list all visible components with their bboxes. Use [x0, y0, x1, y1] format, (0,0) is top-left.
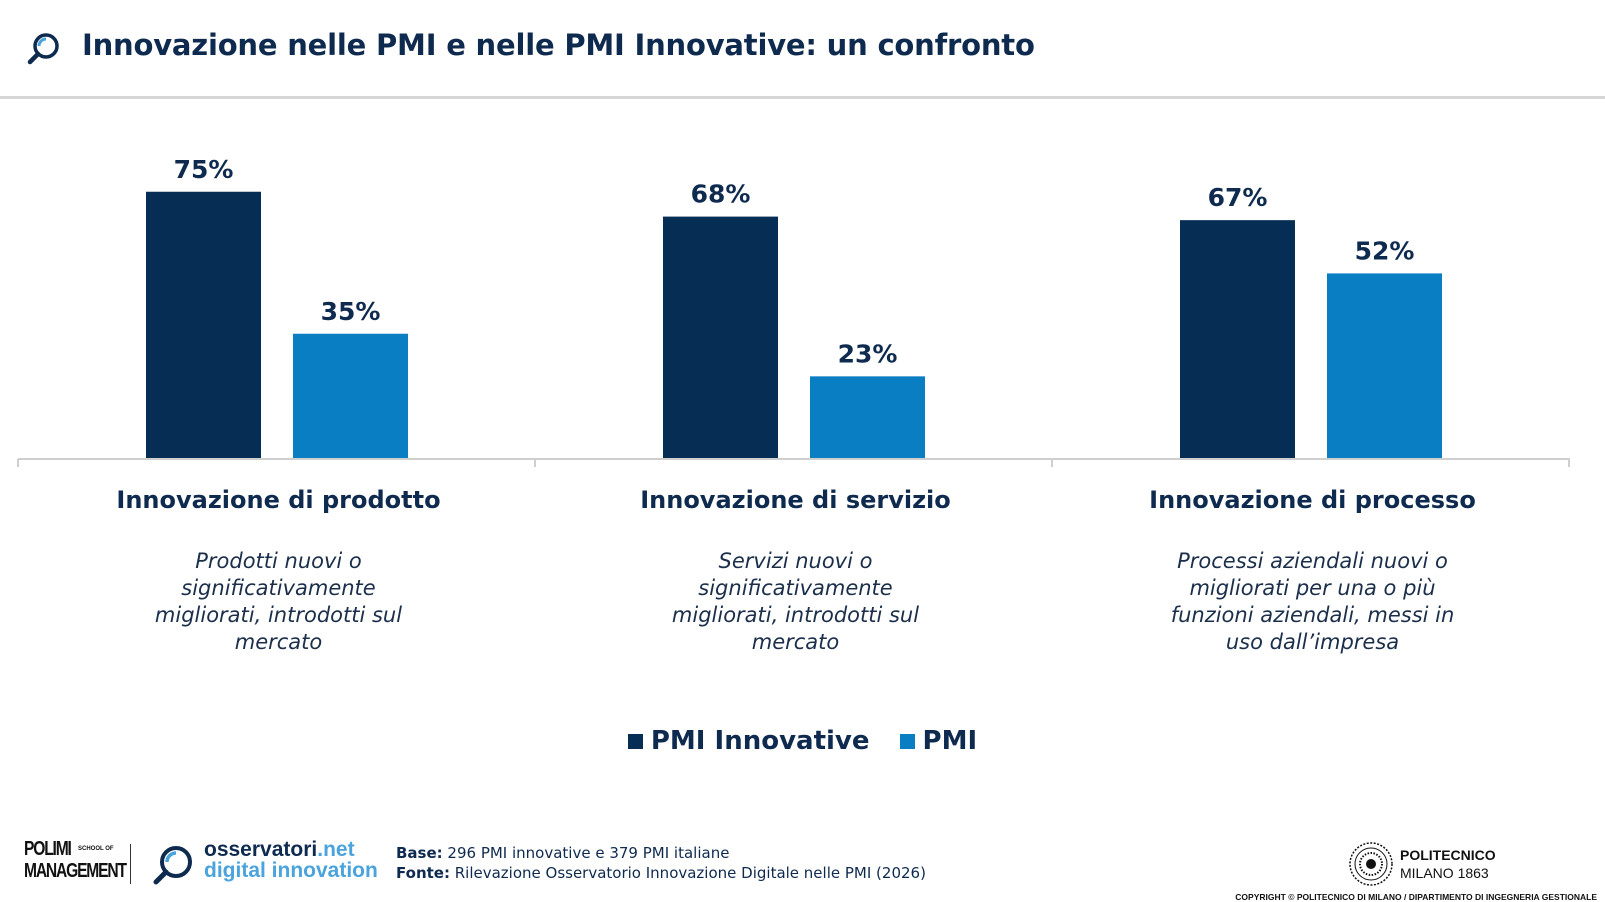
legend-swatch: [627, 733, 643, 749]
legend-label: PMI Innovative: [650, 726, 870, 756]
politecnico-logo: POLITECNICO MILANO 1863: [1348, 841, 1508, 887]
base-label: Base:: [396, 844, 443, 862]
data-label: 35%: [321, 297, 381, 326]
bar-pmi-innovative-1: [663, 216, 778, 458]
osservatori-wordmark: osservatori.net: [204, 839, 378, 860]
category-title: Innovazione di processo: [1149, 486, 1476, 514]
chart-legend: PMI Innovative PMI: [0, 726, 1605, 756]
data-label: 75%: [174, 155, 234, 184]
category-title: Innovazione di prodotto: [116, 486, 441, 514]
base-text: 296 PMI innovative e 379 PMI italiane: [442, 844, 730, 862]
bar-pmi-innovative-2: [1180, 220, 1295, 458]
politecnico-city: MILANO 1863: [1400, 865, 1489, 881]
copyright-notice: COPYRIGHT © POLITECNICO DI MILANO / DIPA…: [1235, 892, 1597, 902]
osservatori-logo-icon: [153, 846, 192, 885]
politecnico-seal-icon: [1349, 842, 1393, 886]
osservatori-tagline: digital innovation: [204, 859, 378, 882]
page-title: Innovazione nelle PMI e nelle PMI Innova…: [82, 28, 1035, 62]
footer-divider: [130, 844, 131, 884]
osservatori-name: osservatori: [204, 838, 318, 861]
osservatori-logo-text: osservatori.net digital innovation: [204, 839, 378, 881]
source-note: Base: 296 PMI innovative e 379 PMI itali…: [396, 843, 926, 883]
magnifier-icon: [27, 33, 59, 65]
polimi-logo-line2: MANAGEMENT: [24, 860, 127, 882]
polimi-logo-line1: POLIMI: [24, 838, 72, 860]
category-service: Innovazione di servizio Servizi nuovi o …: [537, 486, 1054, 656]
legend-item-pmi-innovative: PMI Innovative: [627, 726, 870, 756]
category-description: Servizi nuovi o significativamente migli…: [671, 549, 920, 654]
data-label: 23%: [838, 339, 898, 368]
bar-pmi-2: [1327, 273, 1442, 458]
source-fonte: Fonte: Rilevazione Osservatorio Innovazi…: [396, 863, 926, 883]
category-product: Innovazione di prodotto Prodotti nuovi o…: [20, 486, 537, 656]
polimi-logo-small: SCHOOL OF: [78, 846, 114, 852]
bar-chart: 75% 35% 68% 23% 67% 52%: [17, 155, 1570, 467]
data-label: 52%: [1355, 236, 1415, 265]
polimi-logo: POLIMI SCHOOL OF MANAGEMENT: [24, 838, 127, 888]
category-description: Processi aziendali nuovi o migliorati pe…: [1170, 549, 1455, 654]
osservatori-domain: .net: [317, 838, 355, 861]
bar-pmi-0: [293, 333, 408, 458]
politecnico-name: POLITECNICO: [1400, 847, 1496, 863]
data-label: 67%: [1208, 183, 1268, 212]
legend-item-pmi: PMI: [899, 726, 978, 756]
fonte-label: Fonte:: [396, 864, 450, 882]
legend-label: PMI: [922, 726, 978, 756]
data-label: 68%: [691, 180, 751, 209]
category-description: Prodotti nuovi o significativamente migl…: [154, 549, 403, 654]
footer: POLIMI SCHOOL OF MANAGEMENT osservatori.…: [0, 830, 1605, 902]
source-base: Base: 296 PMI innovative e 379 PMI itali…: [396, 843, 926, 863]
bar-pmi-innovative-0: [146, 191, 261, 458]
bar-pmi-1: [810, 376, 925, 458]
legend-swatch: [899, 733, 915, 749]
category-title: Innovazione di servizio: [640, 486, 951, 514]
header: Innovazione nelle PMI e nelle PMI Innova…: [0, 0, 1605, 99]
fonte-text: Rilevazione Osservatorio Innovazione Dig…: [449, 864, 926, 882]
header-divider: [0, 96, 1605, 99]
category-process: Innovazione di processo Processi azienda…: [1054, 486, 1571, 656]
